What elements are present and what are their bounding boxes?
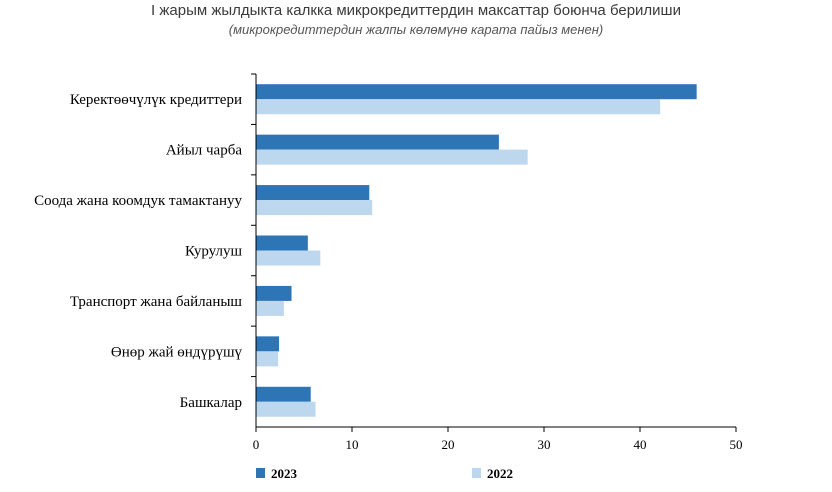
x-tick-label: 10 <box>346 437 359 452</box>
category-label: Курулуш <box>185 244 243 260</box>
category-label: Башкалар <box>180 395 242 411</box>
category-label: Өнөр жай өндүрүшү <box>111 344 243 360</box>
bar-2023-4 <box>256 285 292 301</box>
bar-2022-4 <box>256 300 284 316</box>
x-tick-label: 50 <box>730 437 743 452</box>
bar-2022-0 <box>256 99 661 115</box>
x-tick-label: 20 <box>442 437 455 452</box>
legend-label-2022: 2022 <box>487 466 513 481</box>
bar-2022-5 <box>256 351 279 367</box>
x-tick-label: 30 <box>538 437 551 452</box>
bar-2023-5 <box>256 336 280 352</box>
bar-2022-6 <box>256 401 316 417</box>
bar-2023-3 <box>256 235 308 251</box>
bar-2023-0 <box>256 84 697 100</box>
bar-2022-3 <box>256 250 321 266</box>
legend-swatch-2022 <box>472 468 481 478</box>
category-label: Керектөөчүлүк кредиттери <box>70 92 242 108</box>
category-label: Транспорт жана байланыш <box>70 294 243 310</box>
bar-2022-2 <box>256 200 373 216</box>
chart-subtitle: (микрокредиттердин жалпы көлөмүнө карата… <box>228 22 604 37</box>
bar-2023-1 <box>256 134 499 150</box>
x-tick-label: 40 <box>634 437 647 452</box>
bar-2023-2 <box>256 185 370 201</box>
chart-title: I жарым жылдыкта калкка микрокредиттерди… <box>151 2 681 19</box>
legend-swatch-2023 <box>256 468 265 478</box>
category-label: Соода жана коомдук тамактануу <box>34 193 242 209</box>
bar-2023-6 <box>256 386 311 402</box>
legend-label-2023: 2023 <box>271 466 298 481</box>
x-tick-label: 0 <box>253 437 260 452</box>
category-label: Айыл чарба <box>166 143 243 159</box>
bar-2022-1 <box>256 149 528 165</box>
